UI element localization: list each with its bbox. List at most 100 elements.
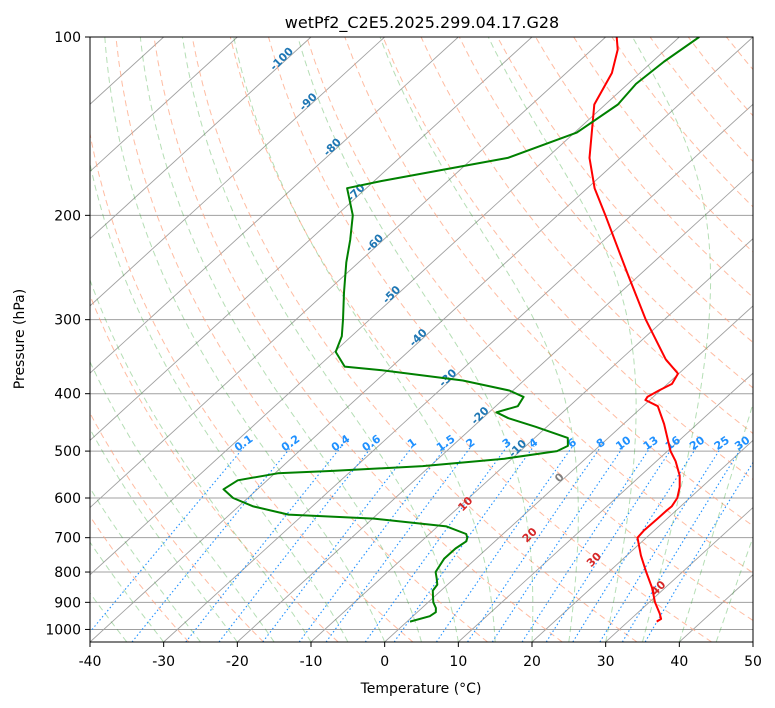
moist-adiabat-line (90, 161, 349, 642)
chart-title: wetPf2_C2E5.2025.299.04.17.G28 (285, 13, 559, 33)
x-tick-label: -10 (300, 654, 323, 670)
dry-adiabat-line (765, 37, 775, 642)
mixing-ratio-line (435, 445, 574, 642)
mixing-ratio-label: 10 (613, 433, 633, 453)
dry-adiabat-label: 20 (520, 525, 540, 545)
sounding-profiles (222, 37, 700, 623)
dry-adiabat-line (153, 37, 563, 642)
isotherm-line (237, 170, 753, 642)
isotherm-line (310, 238, 753, 642)
y-tick-label: 400 (54, 387, 81, 403)
x-tick-label: 50 (744, 654, 762, 670)
isotherm-label: -20 (468, 404, 491, 427)
x-tick-label: 30 (597, 654, 615, 670)
isotherm-label: -40 (407, 326, 430, 349)
moist-adiabat-line (139, 37, 422, 642)
moist-adiabat-line (487, 37, 637, 642)
mixing-ratio-label: 16 (663, 433, 683, 453)
isotherm-label: -50 (380, 283, 403, 306)
y-tick-label: 100 (54, 30, 81, 46)
mixing-ratio-label: 30 (732, 433, 752, 453)
mixing-ratio-line (491, 445, 625, 642)
mixing-ratio-line (621, 445, 744, 642)
mixing-ratio-line (262, 445, 414, 642)
mixing-ratio-line (545, 445, 674, 642)
isotherm-line (384, 305, 753, 642)
moist-adiabat-line (752, 640, 753, 642)
mixing-ratio-line (364, 445, 509, 642)
isotherm-line (90, 37, 606, 509)
isotherm-label: -80 (321, 135, 344, 158)
dry-adiabat-line (535, 37, 753, 298)
moist-adiabat-line (90, 427, 238, 642)
y-tick-label: 1000 (45, 622, 81, 638)
dry-adiabat-label: 30 (584, 549, 604, 569)
mixing-ratio-label: 4 (526, 436, 540, 451)
moist-adiabat-line (678, 402, 753, 642)
mixing-ratio-label: 2 (464, 436, 478, 451)
isotherm-label: -60 (363, 231, 386, 254)
dry-adiabat-line (726, 37, 753, 71)
y-tick-label: 600 (54, 491, 81, 507)
moist-adiabat-line (104, 37, 386, 642)
y-tick-label: 200 (54, 208, 81, 224)
isotherm-line (90, 37, 459, 374)
moist-adiabat-line (632, 37, 712, 642)
y-tick-label: 500 (54, 444, 81, 460)
dry-adiabat-line (420, 37, 753, 435)
mixing-ratio-line (467, 445, 602, 642)
moist-adiabat-line (181, 37, 459, 642)
isotherm-line (90, 37, 238, 173)
moist-adiabat-line (90, 592, 128, 642)
mixing-ratio-line (572, 445, 699, 642)
x-tick-label: -20 (226, 654, 249, 670)
mixing-ratio-label: 20 (687, 433, 707, 453)
mixing-ratio-line (325, 445, 472, 642)
axes: -40 -30 -20 -10 0 10 20 30 40 50 1000 900 800 700 600 5… (45, 30, 762, 670)
moist-adiabat-line (379, 37, 579, 642)
dry-adiabat-line (687, 37, 753, 117)
dry-adiabat-line (191, 37, 638, 642)
mixing-ratio-line (521, 445, 652, 642)
x-tick-label: -30 (152, 654, 175, 670)
moist-adiabat-line (233, 37, 496, 642)
moist-adiabat-line (90, 360, 275, 642)
dry-adiabat-line (90, 412, 264, 642)
dewpoint-profile (222, 37, 700, 623)
dry-adiabat-line (306, 37, 753, 574)
dry-adiabat-line (649, 37, 753, 163)
mixing-ratio-label: 8 (594, 436, 608, 451)
dry-adiabat-line (344, 37, 753, 527)
dry-adiabat-line (90, 131, 414, 642)
mixing-ratio-label: 13 (641, 434, 661, 453)
mixing-ratio-line (298, 445, 448, 642)
moist-adiabat-line (715, 536, 753, 642)
x-tick-label: -40 (79, 654, 102, 670)
dry-adiabat-line (229, 37, 712, 642)
dry-adiabat-line (115, 37, 488, 642)
y-axis-title: Pressure (hPa) (12, 289, 28, 389)
isotherm-line (458, 372, 753, 642)
isotherm-line (90, 37, 533, 441)
mixing-ratio-line (90, 445, 246, 633)
y-tick-label: 900 (54, 595, 81, 611)
isotherm-line (605, 506, 753, 642)
y-tick-label: 700 (54, 531, 81, 547)
dry-adiabat-line (90, 515, 190, 642)
x-tick-label: 0 (380, 654, 389, 670)
plot-frame (89, 36, 754, 643)
isotherm-line (90, 37, 680, 576)
isotherm-line (531, 439, 753, 642)
x-tick-label: 40 (670, 654, 688, 670)
moist-adiabat-line (90, 541, 165, 642)
x-axis-title: Temperature (°C) (360, 681, 482, 697)
isotherm-line (752, 641, 753, 642)
x-tick-label: 20 (523, 654, 541, 670)
dry-adiabat-line (573, 37, 753, 253)
mixing-ratio-line (218, 445, 373, 642)
mixing-ratio-line (393, 445, 535, 642)
moist-adiabat-line (90, 278, 312, 642)
moist-adiabat-line (90, 487, 201, 642)
y-tick-label: 800 (54, 565, 81, 581)
